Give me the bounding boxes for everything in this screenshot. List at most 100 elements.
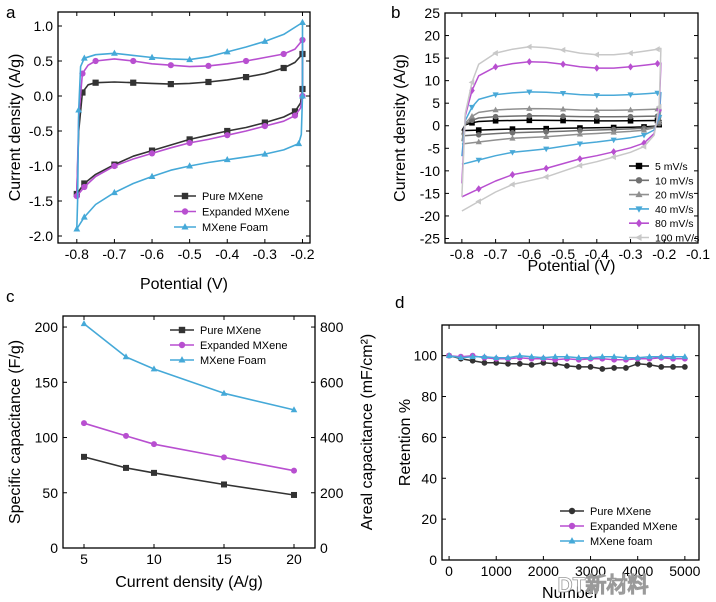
y-tick-label: 0.5 bbox=[34, 53, 54, 69]
y-tick-label: 100 bbox=[414, 348, 438, 364]
panel-b-legend-item-1-marker bbox=[635, 177, 643, 184]
y-tick-label: -25 bbox=[420, 230, 440, 246]
panel-a-legend-item-2-marker bbox=[181, 223, 189, 230]
panel-c-point bbox=[221, 481, 227, 488]
panel-b-point bbox=[640, 126, 648, 133]
y-tick-label: -1.0 bbox=[29, 158, 53, 174]
panel-d-point bbox=[622, 354, 630, 361]
panel-b-point bbox=[560, 60, 566, 68]
panel-a-cv-curves: a -0.8 -0.7 -0.6 -0.5 -0.4 -0.3 -0.2 -2.0 -1.5 -1… bbox=[6, 3, 315, 293]
panel-c-legend-item-1-marker bbox=[178, 341, 186, 349]
panel-c-point bbox=[80, 320, 88, 327]
y-tick-label: 20 bbox=[424, 28, 440, 44]
panel-d-legend-item-0-marker bbox=[568, 507, 576, 515]
panel-b-point bbox=[469, 117, 475, 124]
y-tick-label: 60 bbox=[421, 429, 437, 445]
panel-b-point bbox=[559, 46, 566, 54]
panel-b-point bbox=[526, 113, 533, 119]
panel-a-point bbox=[224, 132, 231, 139]
panel-b-point bbox=[468, 104, 476, 111]
panel-a-point bbox=[167, 81, 174, 88]
panel-a-point bbox=[81, 183, 88, 191]
panel-d-point bbox=[611, 365, 618, 371]
panel-b-point bbox=[654, 46, 660, 53]
panel-b-point bbox=[627, 106, 634, 113]
x-tick-label: 2000 bbox=[528, 563, 559, 579]
panel-b-point bbox=[526, 117, 533, 124]
panel-d-legend-item-2-label: MXene foam bbox=[590, 536, 652, 548]
panel-c-point bbox=[151, 441, 157, 448]
panel-d-point bbox=[505, 360, 511, 367]
panel-d-point bbox=[658, 363, 665, 370]
x-tick-label: 0 bbox=[445, 563, 453, 579]
panel-b-point bbox=[492, 113, 499, 120]
y-right-tick-label: 200 bbox=[320, 485, 344, 501]
panel-a-point bbox=[280, 50, 287, 58]
panel-b-legend-item-2-marker bbox=[635, 190, 643, 198]
panel-a-point bbox=[261, 150, 269, 157]
x-tick-label: -0.8 bbox=[65, 246, 89, 262]
panel-d-point bbox=[587, 363, 594, 370]
panel-b-point bbox=[526, 89, 533, 96]
y-tick-label: -1.5 bbox=[29, 193, 53, 209]
panel-d-point bbox=[599, 366, 606, 372]
panel-b-point bbox=[560, 117, 566, 124]
x-tick-label: -0.5 bbox=[551, 246, 575, 262]
y-tick-label: 25 bbox=[424, 5, 440, 21]
x-tick-label: -0.3 bbox=[253, 246, 277, 262]
y-tick-label: -10 bbox=[420, 163, 440, 179]
panel-b-point bbox=[640, 132, 648, 139]
panel-d-point bbox=[481, 359, 488, 366]
x-tick-label: -0.7 bbox=[102, 246, 126, 262]
y-tick-label: 40 bbox=[421, 470, 437, 486]
panel-a-y-axis-label: Current density (A/g) bbox=[7, 54, 24, 202]
y-tick-label: -15 bbox=[420, 185, 440, 201]
panel-d-point bbox=[493, 359, 500, 366]
panel-b-point bbox=[594, 118, 600, 124]
panel-b-point bbox=[526, 58, 533, 66]
panel-d-point bbox=[670, 363, 676, 370]
panel-b-point bbox=[627, 63, 634, 71]
panel-d-point bbox=[528, 361, 535, 368]
panel-b-point bbox=[593, 93, 600, 99]
panel-d-point bbox=[646, 353, 653, 359]
x-tick-label: 20 bbox=[286, 551, 302, 567]
panel-b-legend-item-1-label: 10 mV/s bbox=[655, 175, 694, 187]
panel-c-legend-item-0-marker bbox=[178, 326, 186, 334]
y-tick-label: 0 bbox=[50, 540, 58, 556]
panel-a-point bbox=[80, 213, 88, 220]
panel-b-point bbox=[610, 129, 617, 135]
panel-d-y-axis-label: Retention % bbox=[397, 399, 414, 486]
panel-d-point bbox=[646, 361, 653, 368]
y-tick-label: 100 bbox=[35, 430, 59, 446]
panel-a-point bbox=[186, 55, 194, 63]
panel-c-point bbox=[290, 406, 298, 413]
panel-b-point bbox=[475, 157, 482, 164]
y-tick-label: 200 bbox=[35, 319, 59, 335]
panel-a-point bbox=[261, 123, 268, 130]
panel-a-plot-frame bbox=[57, 11, 311, 244]
panel-b-point bbox=[492, 63, 499, 71]
panel-b-point bbox=[525, 43, 532, 50]
panel-b-point bbox=[492, 92, 499, 98]
panel-b-point bbox=[577, 127, 583, 134]
panel-a-point bbox=[130, 79, 137, 86]
panel-b-point bbox=[576, 162, 583, 169]
panel-c-point bbox=[221, 454, 227, 461]
panel-d-point bbox=[681, 353, 689, 359]
panel-a-point bbox=[291, 112, 299, 119]
panel-b-y-axis-label: Current density (A/g) bbox=[392, 54, 409, 202]
y-tick-label: 15 bbox=[424, 50, 440, 66]
panel-a-legend-item-1-label: Expanded MXene bbox=[202, 207, 289, 219]
panel-d-point bbox=[599, 353, 606, 359]
x-tick-label: -0.2 bbox=[652, 246, 676, 262]
panel-a-point bbox=[73, 225, 81, 232]
y-tick-label: 1.0 bbox=[34, 18, 54, 34]
panel-a-point bbox=[299, 18, 306, 25]
panel-b-legend-item-4-label: 80 mV/s bbox=[655, 218, 694, 230]
panel-a-point bbox=[111, 49, 118, 56]
panel-b-point bbox=[593, 51, 600, 58]
watermark-text: DT新材料 bbox=[558, 573, 649, 597]
panel-b-plot-frame bbox=[444, 12, 699, 244]
